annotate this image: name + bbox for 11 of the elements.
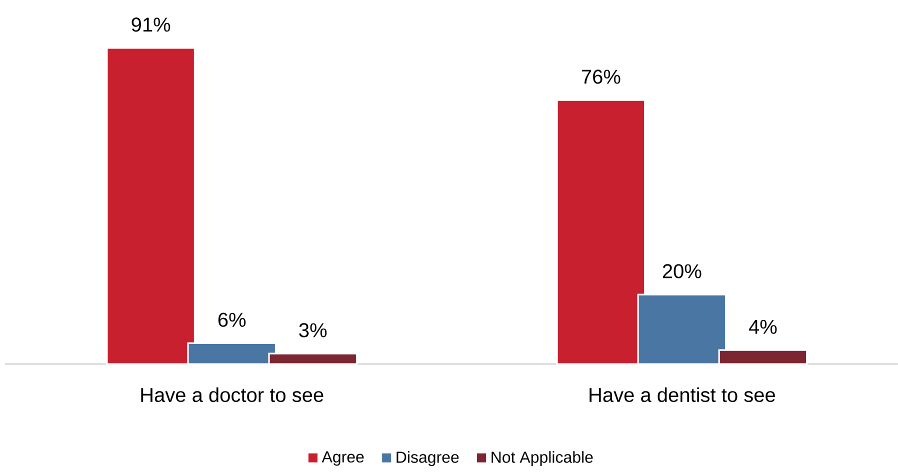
data-label: 3% [299,323,327,338]
legend-label: Agree [322,451,364,466]
legend-label: Not Applicable [492,451,593,466]
data-label: 91% [132,18,170,32]
data-label: 76% [582,70,620,84]
x-tick-label: Have a doctor to see [141,387,324,402]
data-label: 6% [218,312,246,327]
x-tick-label: Have a dentist to see [590,387,775,402]
legend-label: Disagree [396,451,459,466]
data-label: 20% [662,264,702,278]
data-label: 4% [748,320,777,334]
